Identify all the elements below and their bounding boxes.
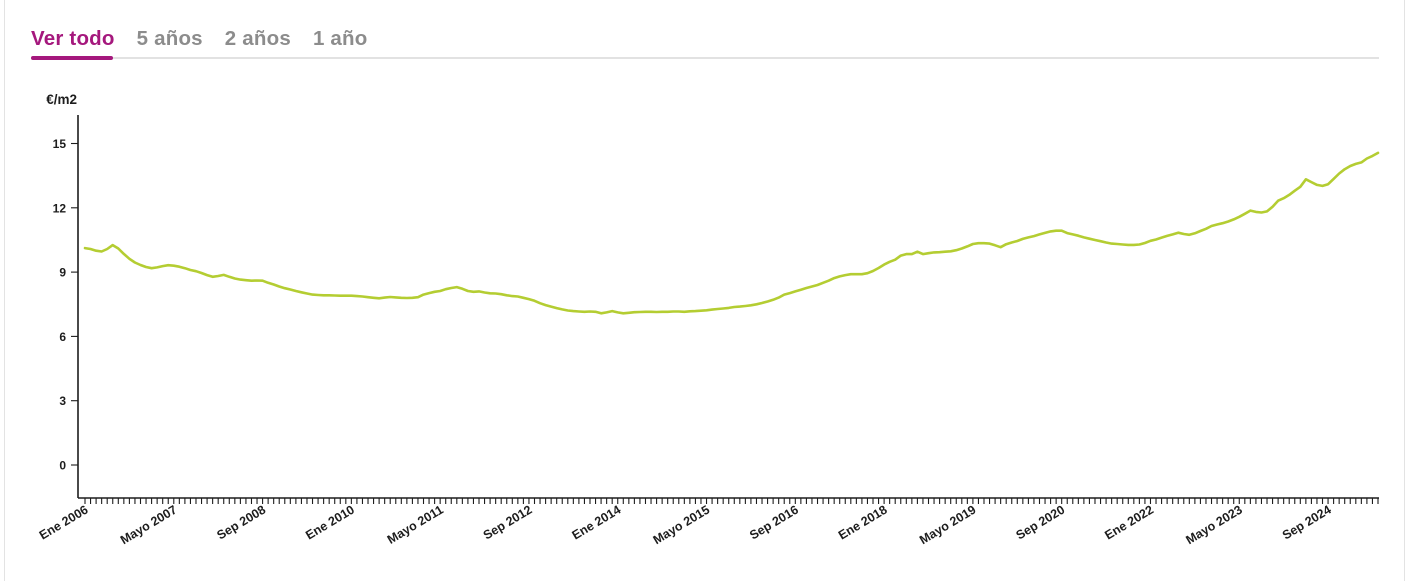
svg-text:Mayo 2019: Mayo 2019 bbox=[917, 503, 978, 548]
svg-text:Ene 2022: Ene 2022 bbox=[1102, 503, 1156, 543]
svg-text:Ene 2010: Ene 2010 bbox=[303, 503, 357, 543]
svg-text:Sep 2008: Sep 2008 bbox=[214, 503, 268, 543]
tab-2-anos[interactable]: 2 años bbox=[224, 27, 291, 50]
x-axis: Ene 2006 Mayo 2007 Sep 2008 Ene 2010 Mayo 20… bbox=[37, 497, 1379, 548]
panel-left-border bbox=[4, 0, 5, 581]
active-tab-underline bbox=[31, 56, 113, 60]
svg-text:Mayo 2011: Mayo 2011 bbox=[385, 503, 446, 547]
svg-text:3: 3 bbox=[59, 394, 66, 408]
svg-text:Mayo 2015: Mayo 2015 bbox=[651, 503, 712, 548]
svg-text:Sep 2024: Sep 2024 bbox=[1280, 503, 1334, 543]
svg-text:12: 12 bbox=[53, 201, 67, 215]
svg-text:9: 9 bbox=[59, 266, 66, 280]
svg-text:Mayo 2023: Mayo 2023 bbox=[1183, 503, 1244, 548]
svg-text:6: 6 bbox=[59, 330, 66, 344]
price-line bbox=[83, 151, 1380, 315]
svg-text:15: 15 bbox=[53, 137, 67, 151]
svg-text:Ene 2014: Ene 2014 bbox=[570, 503, 624, 543]
svg-text:Sep 2012: Sep 2012 bbox=[481, 503, 535, 543]
svg-text:Ene 2006: Ene 2006 bbox=[37, 503, 91, 543]
panel-right-border bbox=[1404, 0, 1405, 581]
tabs-divider bbox=[112, 57, 1379, 59]
svg-text:Sep 2020: Sep 2020 bbox=[1014, 503, 1068, 543]
y-axis-unit-label: €/m2 bbox=[46, 92, 77, 107]
svg-text:Sep 2016: Sep 2016 bbox=[747, 503, 801, 543]
tab-1-ano[interactable]: 1 año bbox=[312, 27, 368, 50]
tab-ver-todo[interactable]: Ver todo bbox=[31, 27, 115, 50]
time-range-tabs: Ver todo 5 años 2 años 1 año bbox=[31, 27, 367, 51]
y-axis: €/m2 0 3 6 9 12 15 bbox=[46, 92, 79, 498]
svg-text:0: 0 bbox=[59, 459, 66, 473]
svg-text:Mayo 2007: Mayo 2007 bbox=[118, 503, 179, 548]
tab-5-anos[interactable]: 5 años bbox=[136, 27, 203, 50]
svg-text:Ene 2018: Ene 2018 bbox=[836, 503, 890, 543]
